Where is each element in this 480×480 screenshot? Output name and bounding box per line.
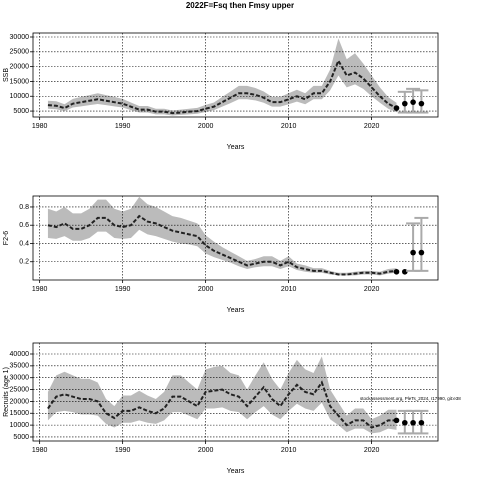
projection-point bbox=[393, 268, 400, 275]
x-tick-label: 2010 bbox=[281, 286, 297, 293]
projection-point bbox=[418, 419, 425, 426]
projection-point bbox=[418, 100, 425, 107]
projection-point bbox=[410, 419, 416, 426]
y-tick-label: 5000 bbox=[13, 108, 29, 115]
x-tick-label: 2020 bbox=[364, 123, 380, 130]
y-tick-label: 20000 bbox=[10, 398, 30, 405]
x-tick-label: 1990 bbox=[115, 286, 131, 293]
y-tick-label: 10000 bbox=[10, 93, 30, 100]
y-tick-label: 25000 bbox=[10, 49, 30, 56]
y-tick-label: 35000 bbox=[10, 363, 30, 370]
y-tick-label: 0.6 bbox=[19, 222, 29, 229]
y-tick-label: 30000 bbox=[10, 34, 30, 41]
confidence-band bbox=[47, 196, 397, 276]
x-tick-label: 2010 bbox=[281, 123, 297, 130]
x-tick-label: 2020 bbox=[364, 286, 380, 293]
median-line bbox=[47, 58, 397, 115]
y-axis-label: F2-6 bbox=[3, 231, 10, 246]
confidence-band bbox=[47, 38, 397, 116]
y-tick-label: 30000 bbox=[10, 375, 30, 382]
x-tick-label: 2010 bbox=[281, 447, 297, 454]
x-tick-label: 1990 bbox=[115, 123, 131, 130]
y-tick-label: 20000 bbox=[10, 63, 30, 70]
median-line bbox=[47, 380, 397, 429]
y-tick-label: 15000 bbox=[10, 410, 30, 417]
y-tick-label: 10000 bbox=[10, 422, 30, 429]
y-axis-label: SSB bbox=[3, 68, 10, 82]
y-tick-label: 5000 bbox=[13, 434, 29, 441]
y-tick-label: 0.4 bbox=[19, 240, 29, 247]
y-tick-label: 15000 bbox=[10, 78, 30, 85]
projection-point bbox=[410, 249, 416, 256]
projection-point bbox=[410, 99, 416, 105]
x-tick-label: 2000 bbox=[198, 123, 214, 130]
median-line bbox=[47, 214, 397, 276]
plot-frame bbox=[32, 195, 439, 281]
x-tick-label: 2020 bbox=[364, 447, 380, 454]
projection-point bbox=[393, 417, 400, 424]
y-tick-label: 0.8 bbox=[19, 204, 29, 211]
y-tick-label: 25000 bbox=[10, 386, 30, 393]
x-axis-label: Years bbox=[227, 144, 245, 151]
x-tick-label: 1980 bbox=[32, 286, 48, 293]
x-axis-label: Years bbox=[227, 468, 245, 475]
x-tick-label: 1980 bbox=[32, 447, 48, 454]
projection-point bbox=[418, 249, 425, 256]
x-tick-label: 1980 bbox=[32, 123, 48, 130]
y-tick-label: 0.2 bbox=[19, 259, 29, 266]
confidence-band bbox=[47, 356, 397, 434]
x-axis-label: Years bbox=[227, 307, 245, 314]
annotation: stockassessment.org, PleTs_2024, r17990,… bbox=[360, 396, 461, 401]
x-tick-label: 2000 bbox=[198, 447, 214, 454]
y-axis-label: Recruits (age 1) bbox=[3, 367, 10, 417]
chart-title: 2022F=Fsq then Fmsy upper bbox=[186, 1, 294, 10]
projection-point bbox=[393, 105, 400, 111]
plot-frame bbox=[32, 342, 439, 442]
projection-point bbox=[402, 419, 408, 426]
x-tick-label: 1990 bbox=[115, 447, 131, 454]
x-tick-label: 2000 bbox=[198, 286, 214, 293]
projection-point bbox=[402, 100, 408, 107]
y-tick-label: 40000 bbox=[10, 351, 30, 358]
plot-frame bbox=[32, 32, 439, 118]
